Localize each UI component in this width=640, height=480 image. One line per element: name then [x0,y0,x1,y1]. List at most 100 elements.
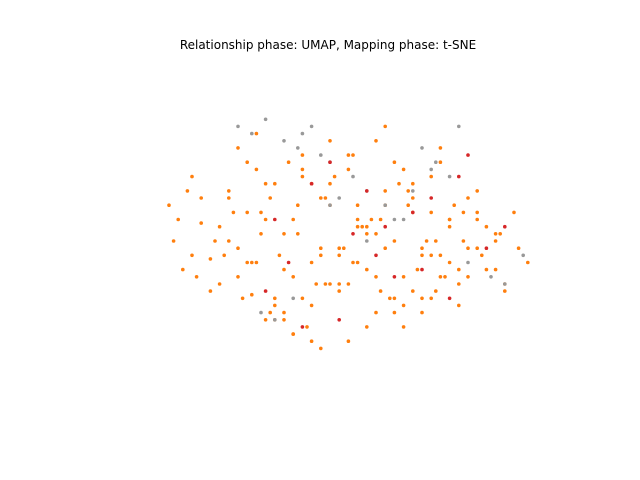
scatter-point-orange [429,253,434,258]
scatter-point-orange [305,325,309,329]
scatter-point-gray [282,139,286,143]
scatter-point-gray [296,146,300,150]
scatter-point-orange [411,289,415,293]
scatter-point-orange [167,203,171,207]
scatter-point-orange [466,246,470,250]
scatter-point-orange [429,174,434,179]
scatter-point-orange [346,282,351,286]
scatter-point-orange [263,181,268,186]
scatter-point-orange [365,224,369,229]
scatter-point-orange [466,275,470,279]
scatter-point-orange [208,289,213,293]
scatter-point-orange [296,232,300,236]
chart-title: Relationship phase: UMAP, Mapping phase:… [180,38,476,52]
scatter-point-orange [245,160,249,164]
scatter-point-red [392,275,397,279]
scatter-point-orange [383,246,388,250]
scatter-point-red [300,325,305,329]
scatter-point-orange [374,232,378,236]
scatter-point-orange [424,239,429,243]
scatter-point-red [374,253,378,258]
scatter-point-orange [498,232,503,236]
scatter-point-red [286,260,291,265]
scatter-point-orange [337,253,342,258]
scatter-point-orange [282,267,286,272]
scatter-point-orange [493,267,498,272]
scatter-point-orange [282,232,286,236]
scatter-point-orange [351,153,355,157]
scatter-point-orange [480,253,484,258]
scatter-point-gray [273,318,277,322]
scatter-point-red [273,217,277,222]
scatter-point-orange [240,296,245,301]
scatter-point-orange [392,310,397,315]
scatter-point-orange [461,210,466,215]
scatter-point-orange [447,224,452,229]
scatter-point-orange [438,253,443,258]
scatter-point-orange [526,260,530,265]
scatter-point-orange [309,303,314,308]
scatter-point-orange [245,260,249,265]
scatter-point-orange [420,253,424,258]
scatter-point-orange [282,318,286,322]
scatter-point-orange [319,246,323,250]
scatter-point-gray [351,174,355,179]
scatter-point-orange [365,267,369,272]
scatter-point-orange [397,181,401,186]
scatter-point-red [263,289,268,293]
scatter-point-red [365,189,369,193]
scatter-point-orange [254,260,259,265]
scatter-point-orange [273,296,277,301]
scatter-point-orange [406,203,411,207]
scatter-point-gray [434,160,438,164]
scatter-point-orange [438,146,443,150]
scatter-point-orange [309,339,314,344]
scatter-point-orange [236,146,240,150]
scatter-point-orange [263,217,268,222]
scatter-point-red [503,224,507,229]
scatter-point-orange [438,275,443,279]
scatter-point-orange [176,217,180,222]
scatter-point-orange [245,210,249,215]
scatter-point-orange [355,224,360,229]
scatter-point-gray [466,260,470,265]
scatter-point-orange [337,246,342,250]
scatter-point-orange [337,282,342,286]
scatter-point-orange [429,210,434,215]
scatter-point-orange [512,210,516,215]
scatter-point-red [447,296,452,301]
scatter-point-orange [447,260,452,265]
scatter-point-gray [503,282,507,286]
scatter-point-orange [374,275,378,279]
scatter-point-orange [346,339,351,344]
scatter-point-orange [503,289,507,293]
scatter-point-red [429,196,434,200]
scatter-point-orange [300,174,305,179]
scatter-point-orange [319,346,323,351]
scatter-point-orange [392,239,397,243]
scatter-point-gray [259,310,263,315]
scatter-point-orange [227,189,231,193]
scatter-point-orange [360,224,365,229]
scatter-point-orange [401,325,406,329]
scatter-point-orange [420,246,424,250]
scatter-point-orange [185,189,190,193]
scatter-point-orange [300,296,305,301]
scatter-point-orange [277,253,282,258]
scatter-point-gray [309,124,314,129]
scatter-point-orange [392,296,397,301]
scatter-point-gray [236,124,240,129]
scatter-point-gray [521,253,525,258]
scatter-point-orange [429,296,434,301]
scatter-point-orange [516,246,521,250]
scatter-point-orange [291,217,296,222]
scatter-point-orange [231,210,236,215]
scatter-point-gray [250,131,254,136]
scatter-point-orange [323,282,328,286]
scatter-point-orange [217,224,222,229]
scatter-point-gray [392,217,397,222]
scatter-point-orange [365,232,369,236]
scatter-point-orange [452,203,457,207]
scatter-point-orange [319,196,323,200]
